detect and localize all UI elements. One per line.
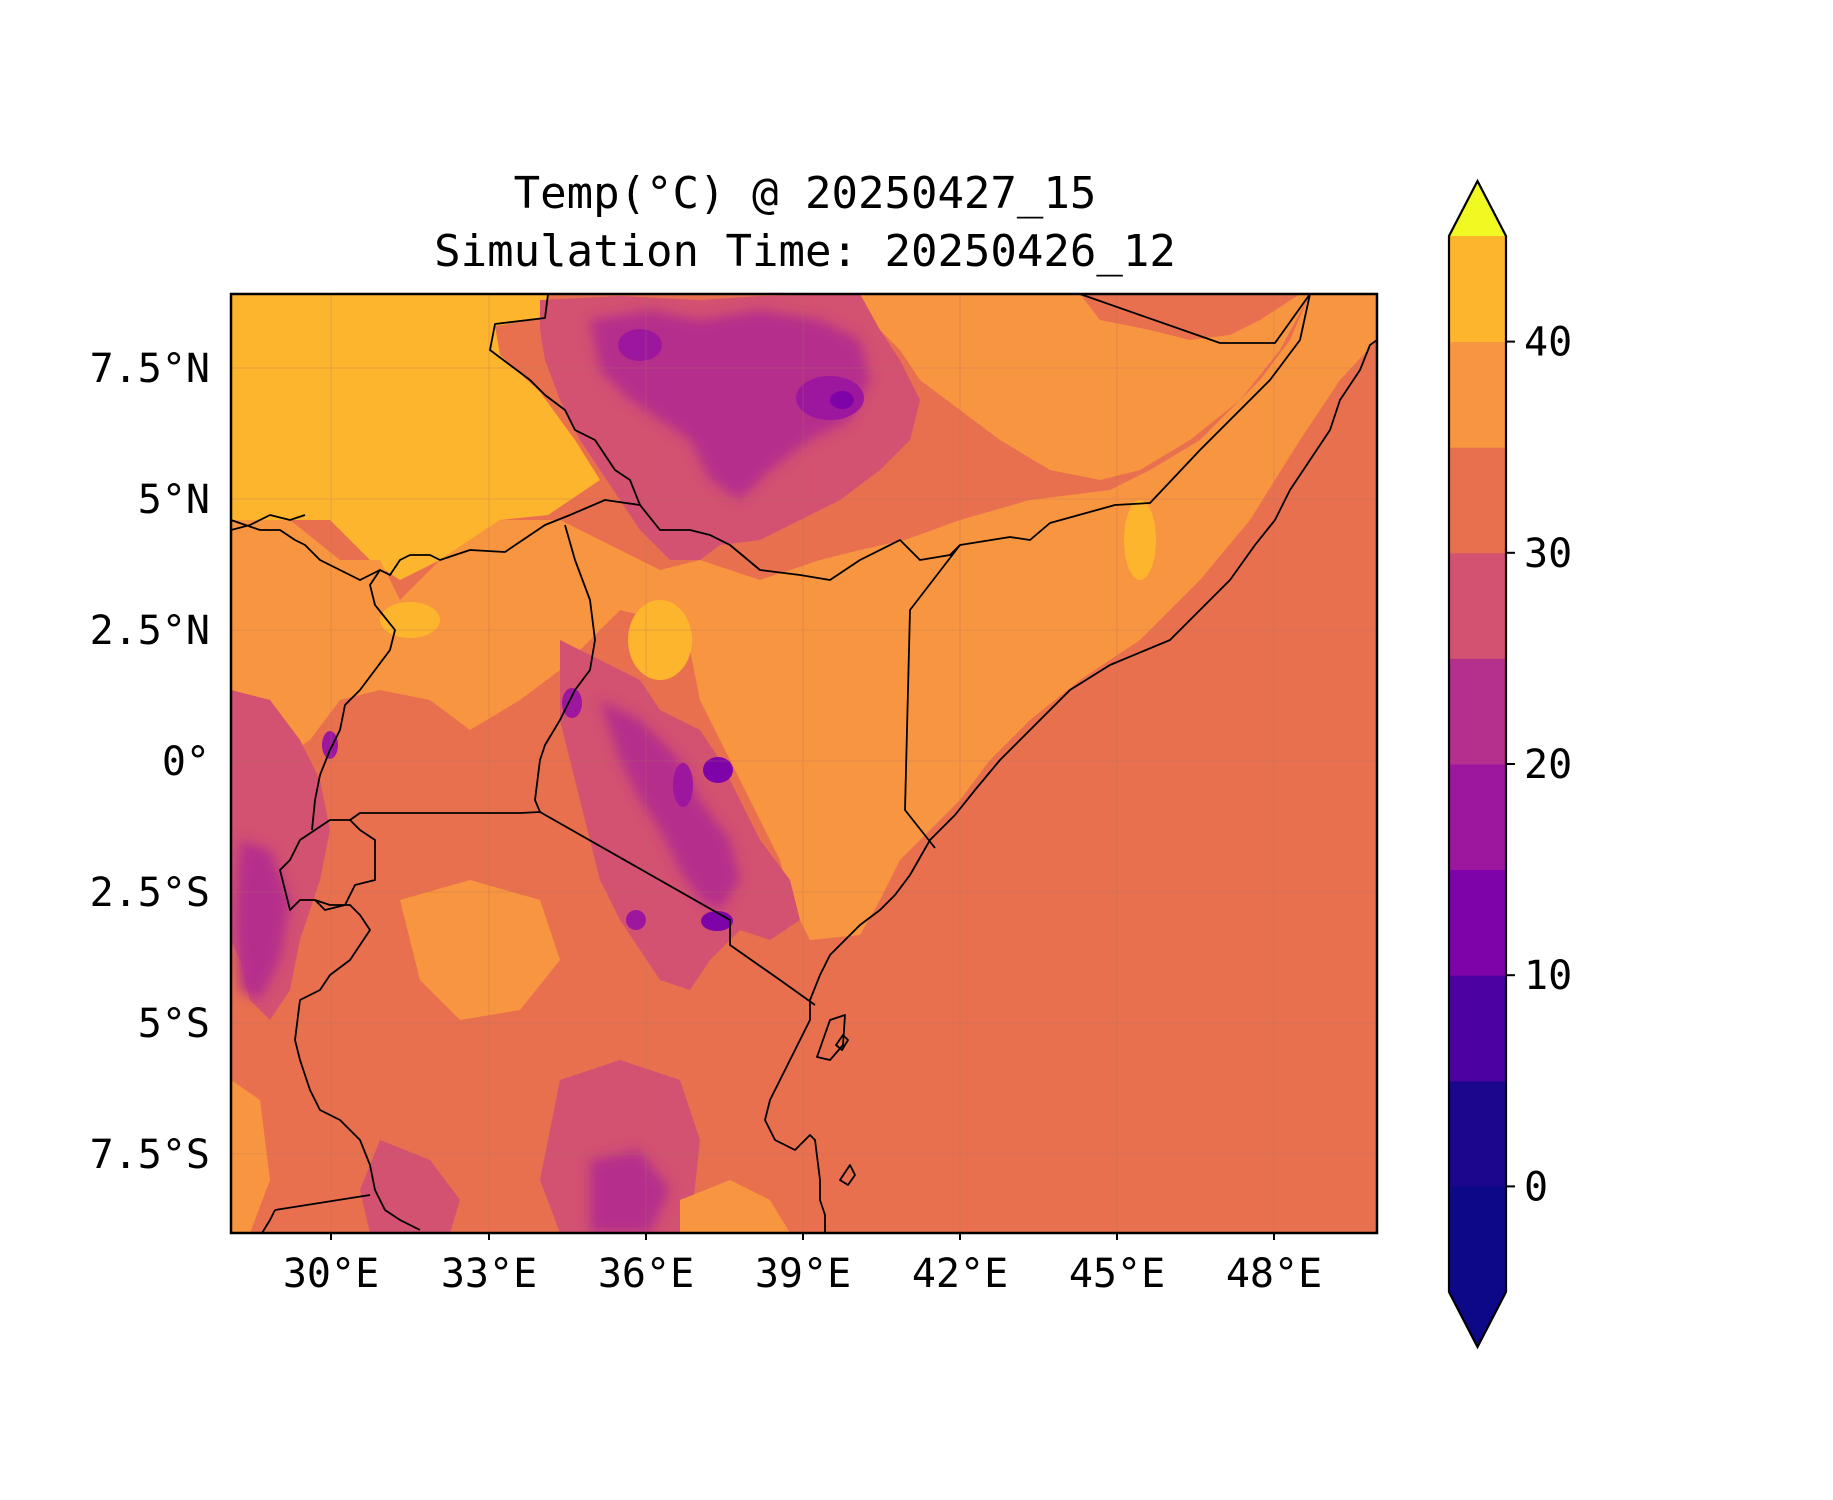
coastline [764, 339, 1377, 1233]
x-tick-label: 48°E [1226, 1251, 1322, 1297]
warm-spot-somalia [1124, 500, 1156, 580]
colorbar-tick-label: 40 [1524, 320, 1572, 366]
x-tick-label: 45°E [1069, 1251, 1165, 1297]
colorbar-band [1449, 764, 1506, 871]
y-tick-label: 2.5°S [90, 870, 210, 916]
map-panel [231, 294, 1377, 1233]
mafia-island [839, 1164, 856, 1186]
colorbar-tick-label: 10 [1524, 953, 1572, 999]
title-line-2: Simulation Time: 20250426_12 [434, 226, 1176, 277]
cold-spot-aberdares [673, 763, 693, 807]
cold-spot-kilimanjaro [701, 911, 733, 931]
x-tick-label: 30°E [283, 1251, 379, 1297]
coldest-core-ethiopia [830, 391, 854, 409]
hot-region-north [231, 294, 600, 580]
cooler-region-western-rift [235, 840, 290, 1000]
colorbar-band [1449, 447, 1506, 554]
warm-patch-tanzania-2 [680, 1180, 790, 1233]
colorbar-band [1449, 1080, 1506, 1187]
colorbar-band [1449, 869, 1506, 976]
y-tick-label: 7.5°N [90, 346, 210, 392]
cold-spot-elgon [562, 688, 582, 718]
y-axis: 7.5°N 5°N 2.5°N 0° 2.5°S 5°S 7.5°S [90, 346, 210, 1178]
cold-spot-ethiopia-2 [618, 329, 662, 361]
warm-spot-uganda [380, 602, 440, 638]
colorbar-extend-min [1449, 1292, 1506, 1347]
y-tick-label: 5°S [138, 1001, 210, 1047]
x-tick-label: 33°E [441, 1251, 537, 1297]
y-tick-label: 2.5°N [90, 608, 210, 654]
cooler-region-ethiopia [590, 310, 870, 500]
x-tick-label: 42°E [912, 1251, 1008, 1297]
y-tick-label: 5°N [138, 477, 210, 523]
warm-patch-tanzania [400, 880, 560, 1020]
colorbar-band [1449, 341, 1506, 448]
title-line-1: Temp(°C) @ 20250427_15 [514, 168, 1097, 219]
colorbar-tick-label: 0 [1524, 1164, 1548, 1210]
cooler-region-tanzania-south [590, 1150, 670, 1233]
colorbar-band [1449, 1186, 1506, 1293]
y-tick-label: 0° [162, 739, 210, 785]
y-tick-label: 7.5°S [90, 1132, 210, 1178]
cooler-region-kenya [600, 700, 740, 910]
colorbar-band [1449, 658, 1506, 765]
warm-region-northeast [860, 294, 1310, 480]
colorbar-band [1449, 552, 1506, 659]
cold-spot-meru [626, 910, 646, 930]
coldest-spot-ethiopia [796, 376, 864, 420]
country-borders [231, 294, 1311, 1233]
colorbar-tick-label: 20 [1524, 742, 1572, 788]
warm-region-central [231, 294, 1377, 940]
colorbar-outline [1447, 178, 1508, 1350]
x-tick-label: 39°E [755, 1251, 851, 1297]
colorbar-band [1449, 236, 1506, 343]
pemba-island [835, 1034, 849, 1051]
graticule [231, 294, 1377, 1233]
warm-patch-west [231, 1080, 270, 1233]
colorbar-tick-label: 30 [1524, 531, 1572, 577]
x-tick-label: 36°E [598, 1251, 694, 1297]
x-axis: 30°E 33°E 36°E 39°E 42°E 45°E 48°E [283, 1233, 1322, 1297]
cold-spot-mount-kenya [703, 757, 733, 783]
colorbar: 0 10 20 30 40 [1447, 178, 1572, 1350]
zanzibar-island [816, 1014, 846, 1061]
cold-spot-rwenzori [322, 731, 338, 759]
colorbar-band [1449, 975, 1506, 1082]
warm-spot-turkana [628, 600, 692, 680]
colorbar-extend-max [1449, 181, 1506, 236]
